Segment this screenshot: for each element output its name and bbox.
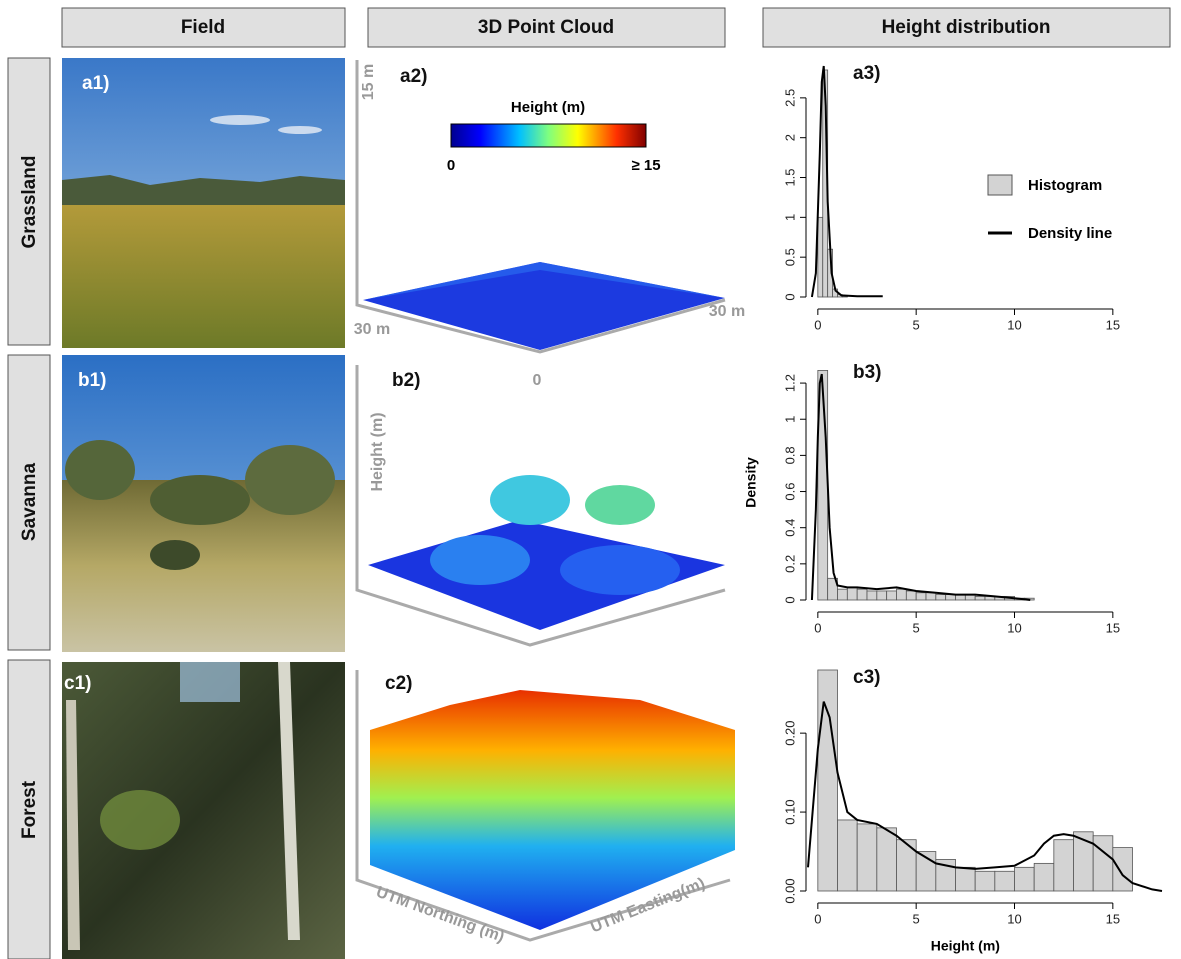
y-tick-label: 0 <box>782 293 797 300</box>
x-tick-label: 10 <box>1007 911 1021 926</box>
photo-forest <box>62 662 345 959</box>
x-tick-label: 5 <box>913 620 920 635</box>
panel-label: c3) <box>853 667 880 688</box>
histogram-bar <box>818 670 838 891</box>
colorbar-label: ≥ 15 <box>631 157 660 174</box>
y-tick-label: 0.2 <box>782 555 797 573</box>
panel-label: b2) <box>392 370 421 391</box>
histogram-bar <box>1015 867 1035 891</box>
point-cloud-grassland <box>363 262 725 350</box>
histogram-bar <box>897 840 917 891</box>
histogram-bar <box>906 591 916 600</box>
histogram-bar <box>838 589 848 600</box>
x-tick-label: 0 <box>814 620 821 635</box>
x-tick-label: 10 <box>1007 620 1021 635</box>
legend-swatch <box>988 175 1012 195</box>
histogram-bar <box>1034 863 1054 891</box>
histogram-bar <box>926 593 936 600</box>
y-tick-label: 0.10 <box>782 799 797 824</box>
y-tick-label: 1 <box>782 214 797 221</box>
y-tick-label: 0.00 <box>782 878 797 903</box>
histogram-bar <box>867 591 877 600</box>
y-tick-label: 0.5 <box>782 248 797 266</box>
histogram-bar <box>887 591 897 600</box>
histogram-bar <box>1113 848 1133 891</box>
y-axis-label: Density <box>743 457 759 508</box>
column-header: Height distribution <box>882 17 1051 38</box>
y-tick-label: 0.20 <box>782 720 797 745</box>
cloud-axis-label: 15 m <box>360 64 377 100</box>
histogram-bar <box>818 217 823 297</box>
cloud-axis-label: 30 m <box>354 321 390 338</box>
y-tick-label: 0.8 <box>782 446 797 464</box>
histogram-bar <box>975 871 995 891</box>
column-header: Field <box>181 17 225 38</box>
histogram-bar <box>857 824 877 891</box>
histogram-bar <box>847 587 857 600</box>
x-tick-label: 5 <box>913 317 920 332</box>
histogram-bar <box>1054 840 1074 891</box>
panel-label: c2) <box>385 673 412 694</box>
colorbar-label: 0 <box>447 157 455 174</box>
cloud-axis-label: 0 <box>533 372 542 389</box>
legend-label: Histogram <box>1028 177 1102 194</box>
histogram-bar <box>1093 836 1113 891</box>
legend-label: Density line <box>1028 225 1112 242</box>
cloud-axis-label: Height (m) <box>369 412 386 491</box>
photo-savanna <box>62 355 345 652</box>
y-tick-label: 0.4 <box>782 519 797 537</box>
colorbar-title: Height (m) <box>511 99 585 116</box>
panel-label: b3) <box>853 362 882 383</box>
histogram-bar <box>857 589 867 600</box>
cloud-axis-label: 30 m <box>709 303 745 320</box>
histogram-bar <box>877 591 887 600</box>
x-tick-label: 0 <box>814 317 821 332</box>
x-tick-label: 15 <box>1106 911 1120 926</box>
density-line <box>812 374 1030 600</box>
y-tick-label: 2.5 <box>782 89 797 107</box>
histogram-bar <box>975 596 985 600</box>
y-tick-label: 2 <box>782 134 797 141</box>
panel-label: c1) <box>64 673 91 694</box>
histogram-bar <box>956 867 976 891</box>
x-tick-label: 0 <box>814 911 821 926</box>
point-cloud-savanna <box>368 475 725 630</box>
y-tick-label: 1.2 <box>782 374 797 392</box>
row-label: Savanna <box>19 462 40 541</box>
row-label: Forest <box>19 780 40 839</box>
panel-label: a3) <box>853 63 880 84</box>
figure: Field 3D Point Cloud Height distribution… <box>0 0 1181 959</box>
photo-grassland <box>62 58 345 348</box>
y-tick-label: 1 <box>782 416 797 423</box>
y-tick-label: 0 <box>782 596 797 603</box>
histogram-bar <box>916 593 926 600</box>
panel-label: a2) <box>400 66 427 87</box>
colorbar <box>451 124 646 147</box>
row-label: Grassland <box>19 156 40 249</box>
x-tick-label: 15 <box>1106 317 1120 332</box>
panel-label: b1) <box>78 370 107 391</box>
histogram-bar <box>838 820 858 891</box>
x-tick-label: 15 <box>1106 620 1120 635</box>
panel-label: a1) <box>82 73 109 94</box>
histogram-bar <box>897 589 907 600</box>
x-tick-label: 10 <box>1007 317 1021 332</box>
histogram-bar <box>936 595 946 600</box>
y-tick-label: 0.6 <box>782 482 797 500</box>
x-axis-label: Height (m) <box>931 938 1000 954</box>
column-header: 3D Point Cloud <box>478 17 614 38</box>
histogram-bar <box>877 828 897 891</box>
histogram-bar <box>995 871 1015 891</box>
y-tick-label: 1.5 <box>782 168 797 186</box>
x-tick-label: 5 <box>913 911 920 926</box>
